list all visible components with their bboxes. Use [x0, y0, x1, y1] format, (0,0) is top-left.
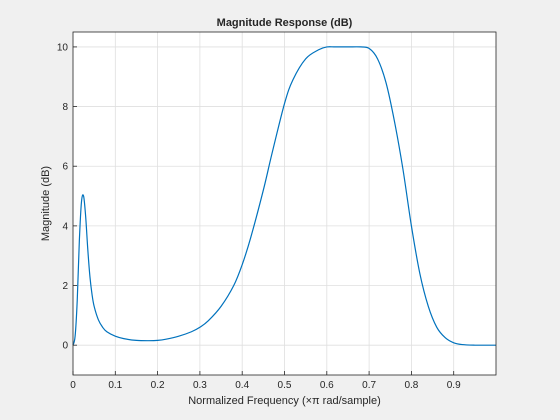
- x-tick-label: 0.4: [235, 380, 249, 391]
- x-tick-label: 0.5: [278, 380, 292, 391]
- chart-title: Magnitude Response (dB): [217, 17, 353, 29]
- x-tick-label: 0.8: [404, 380, 418, 391]
- series-layer: [72, 46, 496, 346]
- x-tick-label: 0.9: [447, 380, 461, 391]
- ticks-layer: 0 0.1 0.2 0.3 0.4 0.5 0.6 0.7 0.8 0.9 0 2 4 6 8 10: [57, 42, 461, 391]
- x-tick-label: 0.2: [151, 380, 165, 391]
- y-tick-label: 6: [62, 162, 68, 173]
- y-tick-label: 10: [57, 42, 69, 53]
- x-tick-label: 0.6: [320, 380, 334, 391]
- grid: [72, 32, 496, 375]
- x-tick-label: 0.3: [193, 380, 207, 391]
- x-tick-label: 0.1: [108, 380, 122, 391]
- x-tick-label: 0: [70, 380, 76, 391]
- y-tick-label: 2: [62, 281, 68, 292]
- y-tick-label: 8: [62, 102, 68, 113]
- x-axis-label: Normalized Frequency (×π rad/sample): [188, 395, 381, 407]
- x-tick-label: 0.7: [362, 380, 376, 391]
- magnitude-line: [72, 46, 496, 346]
- y-tick-label: 0: [62, 341, 68, 352]
- y-axis-label: Magnitude (dB): [40, 166, 52, 241]
- y-tick-label: 4: [62, 221, 68, 232]
